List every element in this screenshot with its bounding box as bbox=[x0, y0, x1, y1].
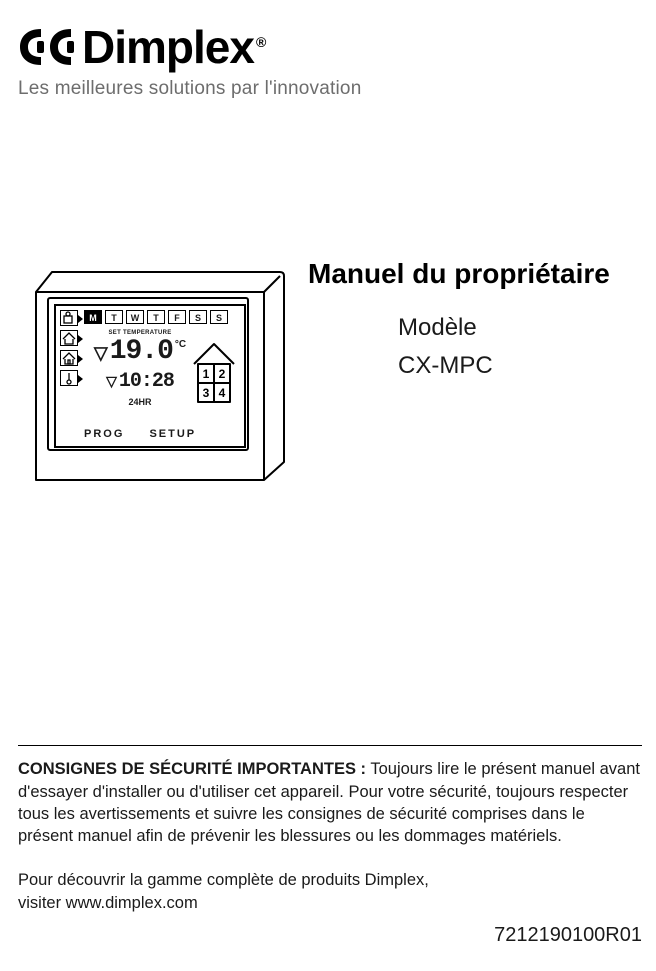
lcd-prog-label: PROG bbox=[84, 428, 124, 440]
footer: CONSIGNES DE SÉCURITÉ IMPORTANTES : Touj… bbox=[18, 745, 642, 947]
lcd-bottom-labels: PROG SETUP bbox=[84, 428, 196, 440]
brand-lockup: Dimplex® bbox=[18, 20, 638, 74]
lcd-temperature: ▽ 19.0 °C bbox=[90, 338, 190, 366]
house-icon bbox=[60, 350, 78, 366]
person-home-icon bbox=[60, 330, 78, 346]
device-lcd: M T W T F S S SET TEMPERATURE ▽ 19.0 ° bbox=[54, 304, 246, 448]
device-illustration: M T W T F S S SET TEMPERATURE ▽ 19.0 ° bbox=[18, 250, 298, 510]
lcd-temperature-unit: °C bbox=[175, 340, 186, 350]
registered-mark: ® bbox=[256, 34, 265, 50]
discover-paragraph: Pour découvrir la gamme complète de prod… bbox=[18, 869, 642, 914]
divider bbox=[18, 745, 642, 746]
lcd-day-s2: S bbox=[210, 310, 228, 324]
manual-title: Manuel du propriétaire bbox=[308, 258, 638, 290]
away-icon bbox=[60, 310, 78, 326]
lcd-day-s: S bbox=[189, 310, 207, 324]
event-4: 4 bbox=[219, 386, 226, 400]
down-arrow-small-icon: ▽ bbox=[106, 373, 117, 390]
lcd-24hr-label: 24HR bbox=[90, 397, 190, 407]
lcd-day-t: T bbox=[105, 310, 123, 324]
safety-paragraph: CONSIGNES DE SÉCURITÉ IMPORTANTES : Touj… bbox=[18, 758, 642, 847]
model-label: Modèle bbox=[398, 314, 638, 342]
lcd-clock: ▽ 10:28 bbox=[90, 370, 190, 393]
brand-tagline: Les meilleures solutions par l'innovatio… bbox=[18, 78, 638, 100]
title-block: Manuel du propriétaire Modèle CX-MPC bbox=[298, 250, 638, 390]
lcd-days-row: M T W T F S S bbox=[84, 310, 244, 324]
page: Dimplex® Les meilleures solutions par l'… bbox=[0, 0, 656, 971]
lcd-day-t2: T bbox=[147, 310, 165, 324]
main-row: M T W T F S S SET TEMPERATURE ▽ 19.0 ° bbox=[18, 250, 638, 510]
event-1: 1 bbox=[203, 367, 210, 381]
event-2: 2 bbox=[219, 367, 226, 381]
lcd-time-value: 10:28 bbox=[119, 370, 174, 393]
down-arrow-icon: ▽ bbox=[94, 344, 108, 362]
brand-name: Dimplex® bbox=[82, 20, 265, 74]
thermometer-icon bbox=[60, 370, 78, 386]
lcd-left-icons bbox=[60, 310, 78, 386]
brand-name-text: Dimplex bbox=[82, 21, 254, 73]
lcd-day-m: M bbox=[84, 310, 102, 324]
lcd-temperature-value: 19.0 bbox=[110, 338, 173, 366]
lcd-center: SET TEMPERATURE ▽ 19.0 °C ▽ 10:28 24HR bbox=[90, 330, 190, 407]
lcd-day-f: F bbox=[168, 310, 186, 324]
discover-line1: Pour découvrir la gamme complète de prod… bbox=[18, 871, 429, 889]
lcd-house-events-icon: 1 2 3 4 bbox=[190, 340, 238, 406]
safety-lead: CONSIGNES DE SÉCURITÉ IMPORTANTES : bbox=[18, 760, 366, 778]
model-code: CX-MPC bbox=[398, 352, 638, 380]
event-3: 3 bbox=[203, 386, 210, 400]
lcd-day-w: W bbox=[126, 310, 144, 324]
lcd-setup-label: SETUP bbox=[149, 428, 196, 440]
document-number: 7212190100R01 bbox=[18, 924, 642, 947]
discover-line2: visiter www.dimplex.com bbox=[18, 894, 198, 912]
dimplex-logo-icon bbox=[18, 23, 76, 71]
